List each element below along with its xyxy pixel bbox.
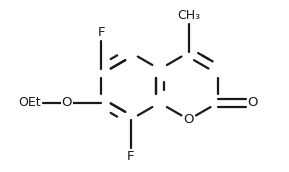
Text: OEt: OEt	[18, 96, 41, 109]
Text: O: O	[184, 113, 194, 126]
Text: O: O	[61, 96, 72, 109]
Text: O: O	[247, 96, 258, 109]
Text: F: F	[127, 150, 134, 163]
Text: CH₃: CH₃	[177, 9, 200, 22]
Text: F: F	[98, 26, 105, 39]
